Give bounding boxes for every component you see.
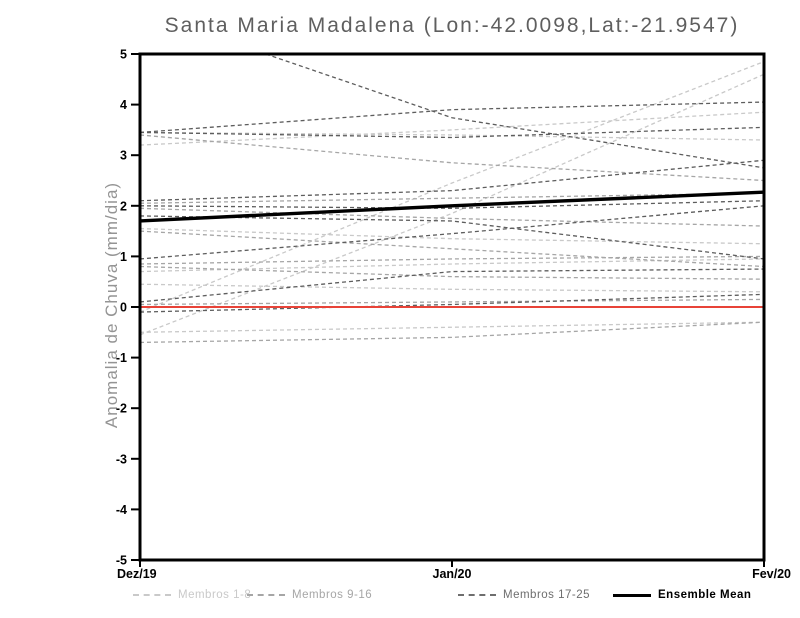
legend-dashed-line-icon [133,594,171,596]
member-line [140,111,764,146]
member-line [140,200,764,209]
y-tick-label: -4 [116,503,127,517]
y-tick-label: 1 [120,250,127,264]
member-line [140,159,764,202]
member-line [140,134,764,182]
y-tick-label: -2 [116,402,127,416]
y-tick-label: -5 [116,554,127,568]
legend-item: Ensemble Mean [613,586,751,604]
y-tick-label: 4 [120,98,127,112]
legend-dashed-line-icon [458,594,496,596]
member-line [140,192,764,204]
legend-dashed-line-icon [247,594,285,596]
member-line [140,293,764,313]
legend-solid-line-icon [613,593,651,597]
legend-item: Membros 9-16 [247,586,372,604]
y-tick-label: 5 [120,48,127,62]
member-line [140,205,764,260]
legend-label: Membros 17-25 [503,589,591,601]
x-tick-label: Fev/20 [752,567,791,581]
member-line [140,255,764,265]
member-line [140,215,764,260]
member-line [140,230,764,268]
member-line [140,268,764,303]
legend: Membros 1-8 Membros 9-16 Membros 17-25 Ense… [0,586,800,608]
member-line [140,227,764,245]
member-line [140,321,764,344]
member-line [140,321,764,333]
x-tick-label: Dez/19 [117,567,157,581]
y-tick-label: 3 [120,149,127,163]
y-tick-label: 2 [120,199,127,213]
member-line [140,60,764,313]
member-line [263,54,764,169]
legend-item: Membros 1-8 [133,586,251,604]
member-line [140,101,764,134]
x-tick-label: Jan/20 [433,567,472,581]
legend-label: Ensemble Mean [658,589,752,601]
legend-label: Membros 9-16 [292,589,373,601]
y-tick-label: -1 [116,351,127,365]
member-line [140,207,764,227]
member-line [140,126,764,139]
member-line [140,283,764,293]
member-line [140,131,764,141]
member-line [140,73,764,336]
member-line [140,265,764,280]
y-tick-label: -3 [116,452,127,466]
legend-item: Membros 17-25 [458,586,590,604]
legend-label: Membros 1-8 [178,589,252,601]
y-tick-label: 0 [120,301,127,315]
ensemble-mean-line [140,190,764,223]
member-line [140,298,764,306]
chart-title: Santa Maria Madalena (Lon:-42.0098,Lat:-… [164,14,740,37]
